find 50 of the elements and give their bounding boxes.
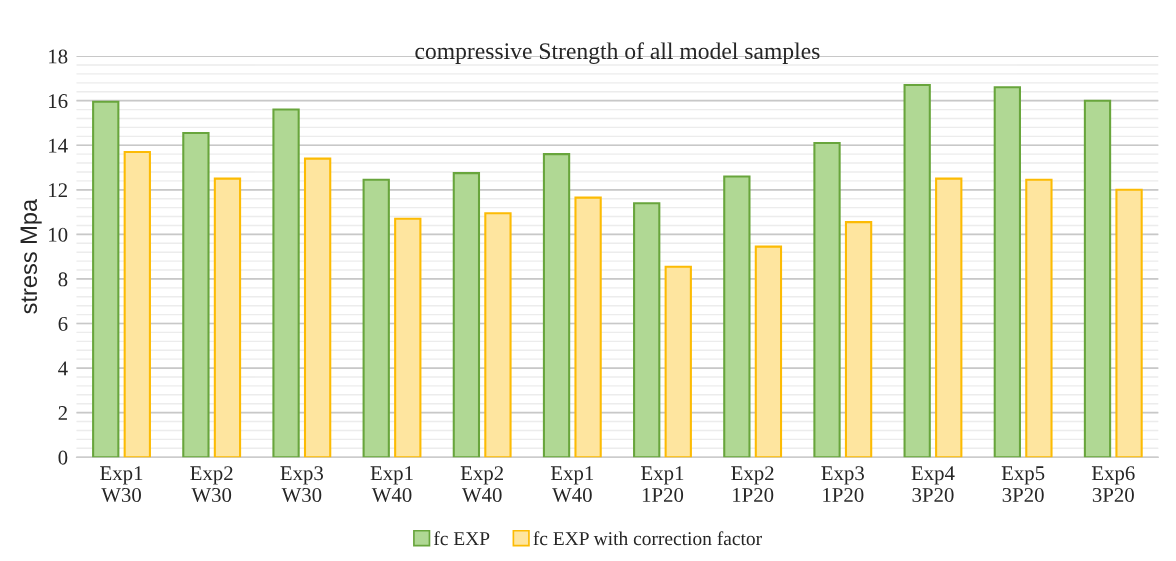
bar [362,178,390,458]
bar [452,172,481,458]
bar [394,217,422,458]
bar [272,108,300,458]
x-tick-label: Exp2 W30 [190,466,233,503]
x-tick-label: Exp1 W40 [550,466,594,503]
chart-title: compressive Strength of all model samples [415,42,820,64]
bar [123,150,151,458]
y-tick-label: 18 [49,49,68,64]
x-tick-label: Exp6 3P20 [1091,466,1135,502]
bar [92,100,120,458]
bar [182,131,210,458]
bar [844,221,873,458]
bar [754,245,783,458]
x-tick-label: Exp2 W40 [460,466,503,503]
bar [303,157,332,458]
bar [723,175,751,458]
y-tick-label: 0 [58,450,68,465]
y-tick-label: 12 [49,183,67,198]
bar [1083,99,1112,458]
bar [664,265,692,458]
bar [813,141,841,458]
bar [1115,188,1143,458]
x-tick-label: Exp2 1P20 [731,466,774,502]
bar [574,196,602,458]
bar [213,177,242,458]
x-tick-label: Exp3 1P20 [821,466,864,502]
y-tick-label: 2 [58,406,67,420]
x-tick-label: Exp5 3P20 [1001,466,1045,502]
y-tick-label: 6 [58,316,68,331]
x-tick-label: Exp3 W30 [280,466,324,503]
bar [542,153,571,458]
bar [993,86,1021,458]
bar [633,202,661,458]
y-tick-label: 8 [58,272,68,287]
bar [484,212,512,458]
x-tick-label: Exp1 W30 [100,466,143,503]
bar [903,84,931,458]
legend-label: fc EXP with correction factor [533,531,762,546]
x-tick-label: Exp1 W40 [370,466,413,503]
x-tick-label: Exp1 1P20 [641,466,684,502]
y-tick-label: 10 [49,227,68,242]
bar [935,177,963,458]
legend-label: fc EXP [433,531,490,546]
x-tick-label: Exp4 3P20 [911,466,955,502]
bar [1025,178,1053,458]
y-tick-label: 14 [49,138,68,153]
y-tick-label: 4 [58,361,68,376]
y-axis-title: stress Mpa [20,198,42,314]
y-tick-label: 16 [49,94,68,109]
